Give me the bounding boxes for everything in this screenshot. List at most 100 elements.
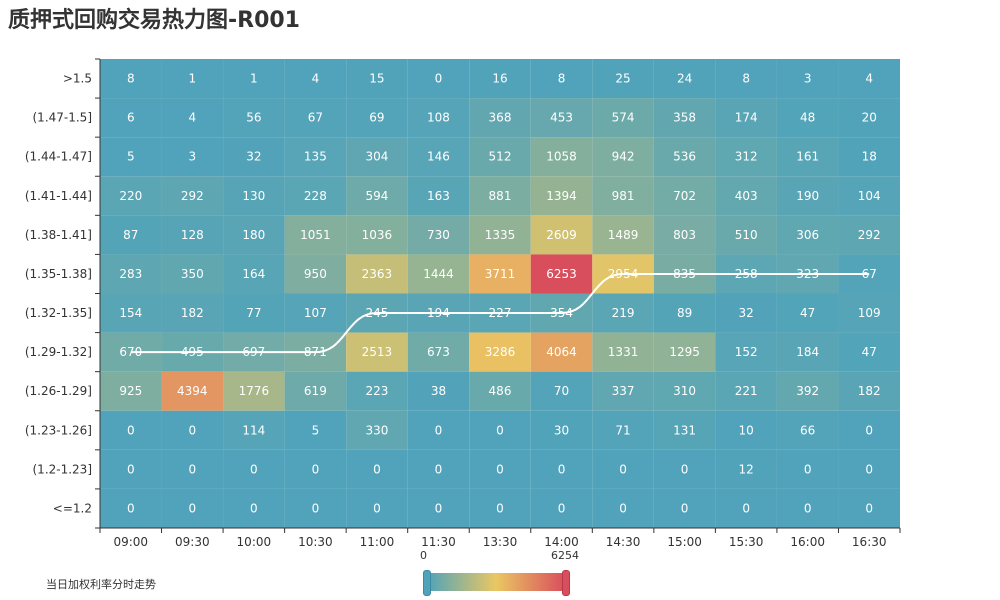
heatmap-cell[interactable]: [592, 371, 654, 411]
heatmap-cell[interactable]: [346, 410, 408, 450]
heatmap-cell[interactable]: [223, 371, 285, 411]
heatmap-cell[interactable]: [592, 410, 654, 450]
heatmap-cell[interactable]: [653, 98, 716, 138]
heatmap-cell[interactable]: [838, 449, 900, 489]
heatmap-cell[interactable]: [161, 410, 224, 450]
heatmap-cell[interactable]: [407, 488, 470, 528]
heatmap-cell[interactable]: [530, 176, 593, 216]
heatmap-cell[interactable]: [530, 488, 593, 528]
heatmap-cell[interactable]: [838, 176, 900, 216]
heatmap-cell[interactable]: [407, 410, 470, 450]
heatmap-cell[interactable]: [346, 137, 408, 177]
heatmap-cell[interactable]: [100, 254, 162, 294]
heatmap-cell[interactable]: [284, 254, 347, 294]
heatmap-cell[interactable]: [407, 449, 470, 489]
heatmap-cell[interactable]: [284, 371, 347, 411]
heatmap-cell[interactable]: [469, 215, 531, 255]
heatmap-cell[interactable]: [653, 137, 716, 177]
heatmap-cell[interactable]: [223, 488, 285, 528]
heatmap-cell[interactable]: [838, 332, 900, 372]
heatmap-cell[interactable]: [592, 137, 654, 177]
heatmap-cell[interactable]: [223, 254, 285, 294]
heatmap-cell[interactable]: [346, 176, 408, 216]
heatmap-cell[interactable]: [469, 59, 531, 99]
heatmap-cell[interactable]: [469, 137, 531, 177]
visualmap-max-handle[interactable]: [562, 570, 570, 596]
heatmap-cell[interactable]: [100, 98, 162, 138]
heatmap-cell[interactable]: [161, 488, 224, 528]
heatmap-cell[interactable]: [715, 98, 777, 138]
heatmap-cell[interactable]: [653, 332, 716, 372]
heatmap-cell[interactable]: [776, 98, 839, 138]
heatmap-cell[interactable]: [100, 488, 162, 528]
heatmap-cell[interactable]: [653, 59, 716, 99]
heatmap-cell[interactable]: [592, 176, 654, 216]
heatmap-cell[interactable]: [346, 254, 408, 294]
heatmap-cell[interactable]: [407, 254, 470, 294]
heatmap-cell[interactable]: [653, 215, 716, 255]
heatmap-cell[interactable]: [776, 59, 839, 99]
heatmap-cell[interactable]: [838, 371, 900, 411]
heatmap-cell[interactable]: [161, 215, 224, 255]
heatmap-cell[interactable]: [407, 371, 470, 411]
heatmap-cell[interactable]: [161, 449, 224, 489]
heatmap-cell[interactable]: [100, 293, 162, 333]
heatmap-cell[interactable]: [346, 371, 408, 411]
heatmap-cell[interactable]: [776, 137, 839, 177]
visualmap-gradient-bar[interactable]: [427, 573, 565, 591]
heatmap-cell[interactable]: [161, 293, 224, 333]
heatmap-cell[interactable]: [715, 293, 777, 333]
heatmap-cell[interactable]: [592, 332, 654, 372]
heatmap-cell[interactable]: [407, 59, 470, 99]
heatmap-cell[interactable]: [223, 137, 285, 177]
heatmap-cell[interactable]: [838, 137, 900, 177]
heatmap-cell[interactable]: [223, 293, 285, 333]
heatmap-cell[interactable]: [715, 488, 777, 528]
heatmap-cell[interactable]: [653, 410, 716, 450]
heatmap-cell[interactable]: [346, 59, 408, 99]
heatmap-cell[interactable]: [100, 449, 162, 489]
heatmap-cell[interactable]: [653, 449, 716, 489]
heatmap-cell[interactable]: [407, 332, 470, 372]
heatmap-cell[interactable]: [592, 449, 654, 489]
heatmap-cell[interactable]: [530, 449, 593, 489]
heatmap-cell[interactable]: [776, 293, 839, 333]
heatmap-cell[interactable]: [653, 176, 716, 216]
heatmap-cell[interactable]: [284, 410, 347, 450]
heatmap-cell[interactable]: [469, 371, 531, 411]
heatmap-cell[interactable]: [838, 410, 900, 450]
heatmap-cell[interactable]: [469, 449, 531, 489]
heatmap-cell[interactable]: [838, 59, 900, 99]
heatmap-cell[interactable]: [653, 293, 716, 333]
heatmap-cell[interactable]: [469, 410, 531, 450]
heatmap-cell[interactable]: [346, 98, 408, 138]
heatmap-cell[interactable]: [715, 176, 777, 216]
heatmap-cell[interactable]: [715, 410, 777, 450]
heatmap-cell[interactable]: [346, 215, 408, 255]
heatmap-cell[interactable]: [838, 215, 900, 255]
heatmap-cell[interactable]: [776, 215, 839, 255]
heatmap-cell[interactable]: [838, 293, 900, 333]
visualmap-min-handle[interactable]: [423, 570, 431, 596]
heatmap-cell[interactable]: [161, 176, 224, 216]
heatmap-cell[interactable]: [530, 59, 593, 99]
heatmap-cell[interactable]: [592, 59, 654, 99]
heatmap-cell[interactable]: [592, 98, 654, 138]
heatmap-cell[interactable]: [161, 371, 224, 411]
heatmap-cell[interactable]: [469, 98, 531, 138]
heatmap-cell[interactable]: [530, 137, 593, 177]
heatmap-cell[interactable]: [776, 410, 839, 450]
heatmap-cell[interactable]: [100, 137, 162, 177]
heatmap-cell[interactable]: [530, 332, 593, 372]
heatmap-cell[interactable]: [284, 488, 347, 528]
heatmap-cell[interactable]: [776, 488, 839, 528]
heatmap-cell[interactable]: [223, 176, 285, 216]
heatmap-cell[interactable]: [838, 98, 900, 138]
heatmap-cell[interactable]: [161, 98, 224, 138]
heatmap-cell[interactable]: [530, 410, 593, 450]
heatmap-cell[interactable]: [161, 59, 224, 99]
heatmap-cell[interactable]: [592, 293, 654, 333]
heatmap-cell[interactable]: [407, 137, 470, 177]
heatmap-cell[interactable]: [715, 215, 777, 255]
heatmap-cell[interactable]: [161, 137, 224, 177]
